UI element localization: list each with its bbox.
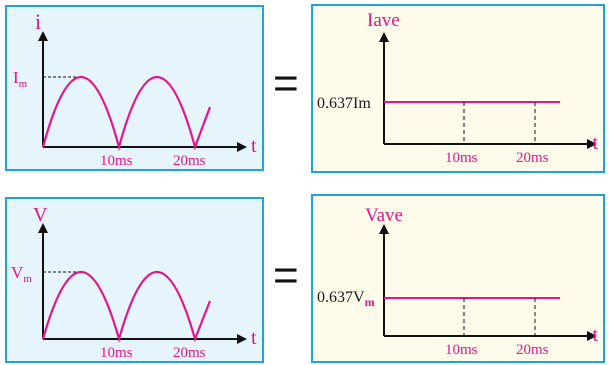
y-axis-label: Iave — [367, 10, 400, 31]
y-axis-label: Vave — [365, 205, 403, 226]
tick-20ms: 20ms — [516, 150, 549, 166]
rectified-voltage-curve — [41, 271, 212, 344]
x-axis-label: t — [592, 132, 598, 154]
tick-20ms: 20ms — [173, 345, 206, 360]
x-axis-label: t — [592, 324, 598, 346]
voltage-average-graph: Vave 0.637Vm t 10ms 20ms — [317, 205, 598, 358]
current-average-panel: Iave 0.637Im t 10ms 20ms — [311, 4, 605, 173]
y-axis-label: i — [35, 9, 41, 34]
y-axis-label: V — [33, 204, 48, 226]
voltage-waveform-graph: V Vm t 10ms 20ms — [11, 204, 257, 360]
equals-sign-bottom: = — [273, 251, 299, 300]
tick-20ms: 20ms — [173, 153, 206, 168]
voltage-average-panel: Vave 0.637Vm t 10ms 20ms — [311, 194, 605, 363]
tick-10ms: 10ms — [445, 150, 478, 166]
equals-sign-top: = — [273, 59, 299, 108]
average-level-label: 0.637Vm — [317, 289, 375, 309]
x-axis-label: t — [251, 327, 257, 349]
voltage-waveform-panel: V Vm t 10ms 20ms — [5, 197, 264, 363]
peak-label: Vm — [11, 263, 32, 285]
tick-20ms: 20ms — [516, 342, 549, 358]
current-waveform-panel: i Im t 10ms 20ms — [5, 5, 264, 171]
current-waveform-graph: i Im t 10ms 20ms — [13, 9, 257, 168]
current-average-graph: Iave 0.637Im t 10ms 20ms — [317, 10, 598, 166]
x-axis-label: t — [251, 135, 257, 157]
tick-10ms: 10ms — [100, 153, 133, 168]
tick-10ms: 10ms — [445, 342, 478, 358]
rectified-current-curve — [41, 76, 212, 152]
peak-label: Im — [13, 68, 28, 90]
average-level-label: 0.637Im — [317, 95, 371, 112]
tick-10ms: 10ms — [100, 345, 133, 360]
